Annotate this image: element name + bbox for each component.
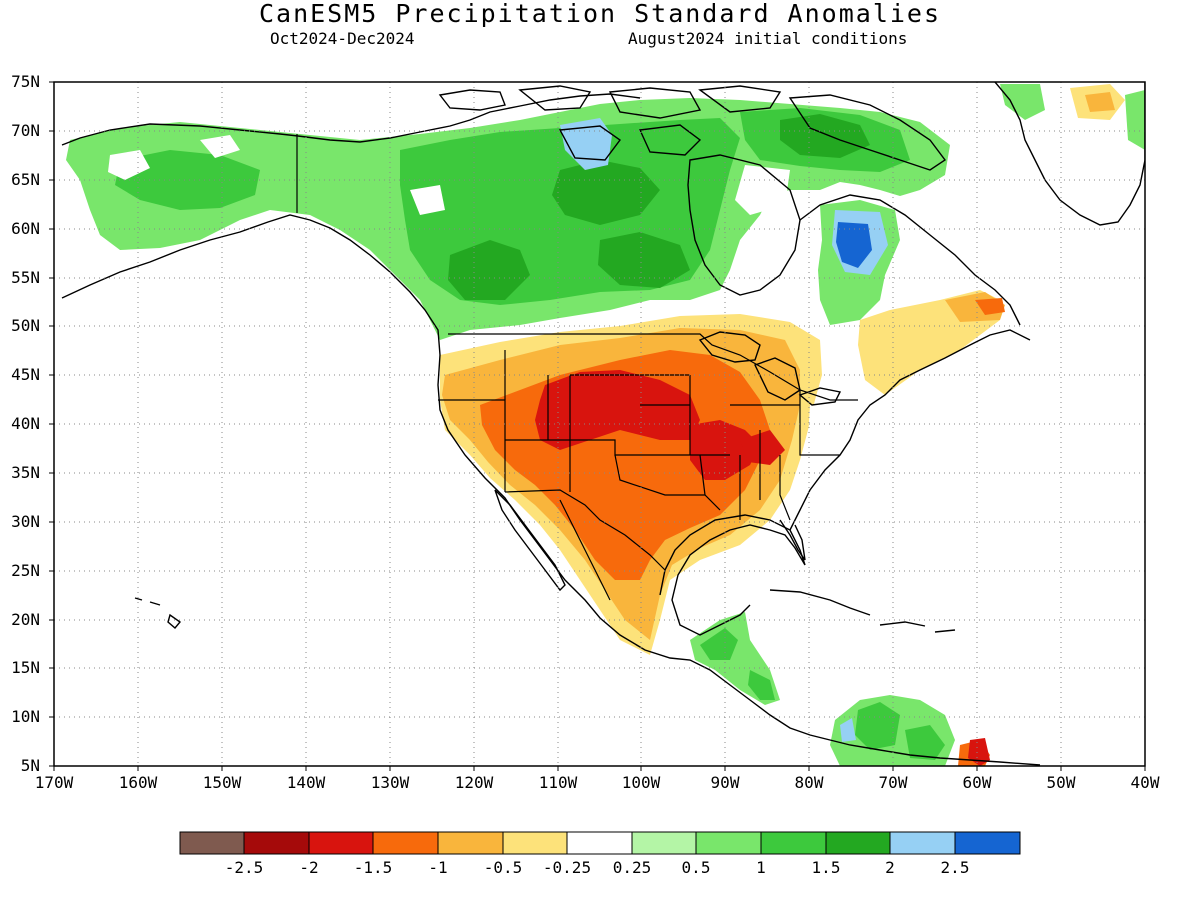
lat-label: 25N: [11, 561, 40, 580]
colorbar-swatch-7: [567, 832, 632, 854]
lon-label: 60W: [962, 773, 992, 792]
lon-label: 40W: [1130, 773, 1160, 792]
lat-label: 5N: [20, 756, 40, 775]
colorbar-swatch-11: [826, 832, 890, 854]
lat-label: 20N: [11, 610, 40, 629]
colorbar-tick-label: 1.5: [811, 858, 841, 877]
lat-label: 35N: [11, 463, 40, 482]
coastlines: [61, 82, 1145, 766]
lon-label: 50W: [1046, 773, 1076, 792]
colorbar-tick-label: 1: [756, 858, 766, 877]
lat-label: 70N: [11, 121, 40, 140]
colorbar-swatch-4: [373, 832, 438, 854]
lat-label: 40N: [11, 414, 40, 433]
lat-label: 50N: [11, 316, 40, 335]
colorbar-swatch-6: [503, 832, 567, 854]
colorbar-tick-label: -2: [299, 858, 319, 877]
lon-label: 110W: [538, 773, 578, 792]
colorbar-tick-label: -2.5: [224, 858, 264, 877]
colorbar-swatch-1: [180, 832, 244, 854]
colorbar-outline: [179, 831, 1021, 855]
colorbar-tick-label: -1.5: [353, 858, 393, 877]
lon-label: 100W: [621, 773, 661, 792]
colorbar-swatch-8: [632, 832, 696, 854]
tick-marks: [49, 81, 1146, 771]
colorbar-tick-label: -0.5: [483, 858, 523, 877]
lon-label: 90W: [710, 773, 740, 792]
colorbar-tick-label: 0.5: [681, 858, 711, 877]
lon-label: 170W: [34, 773, 74, 792]
dry-anomaly-layer: [440, 84, 1125, 766]
colorbar-swatch-2: [244, 832, 309, 854]
lat-label: 15N: [11, 658, 40, 677]
lon-label: 120W: [454, 773, 494, 792]
lat-label: 65N: [11, 170, 40, 189]
wet-anomaly-layer: [66, 84, 1145, 766]
colorbar-swatch-12: [890, 832, 955, 854]
grid-lines: [54, 82, 1145, 766]
initial-conditions: August2024 initial conditions: [628, 29, 908, 48]
lon-label: 150W: [202, 773, 242, 792]
colorbar-swatch-13: [955, 832, 1020, 854]
political-borders: [296, 134, 858, 601]
lon-label: 70W: [878, 773, 908, 792]
lon-label: 160W: [118, 773, 158, 792]
lat-label: 60N: [11, 219, 40, 238]
colorbar-swatch-9: [696, 832, 761, 854]
colorbar-tick-label: -0.25: [542, 858, 592, 877]
anomaly-fields: [66, 84, 1145, 766]
colorbar-tick-label: -1: [428, 858, 448, 877]
colorbar-tick-label: 2: [885, 858, 895, 877]
lat-label: 10N: [11, 707, 40, 726]
lon-label: 80W: [794, 773, 824, 792]
lat-label: 45N: [11, 365, 40, 384]
colorbar-tick-label: 2.5: [940, 858, 970, 877]
colorbar-swatch-3: [309, 832, 373, 854]
colorbar-tick-label: 0.25: [612, 858, 652, 877]
colorbar: [179, 831, 1021, 855]
forecast-period: Oct2024-Dec2024: [270, 29, 415, 48]
lon-label: 140W: [286, 773, 326, 792]
lat-label: 75N: [11, 72, 40, 91]
colorbar-swatch-10: [761, 832, 826, 854]
lat-label: 30N: [11, 512, 40, 531]
colorbar-swatch-5: [438, 832, 503, 854]
lon-label: 130W: [370, 773, 410, 792]
lat-label: 55N: [11, 268, 40, 287]
map-title: CanESM5 Precipitation Standard Anomalies: [258, 0, 942, 28]
